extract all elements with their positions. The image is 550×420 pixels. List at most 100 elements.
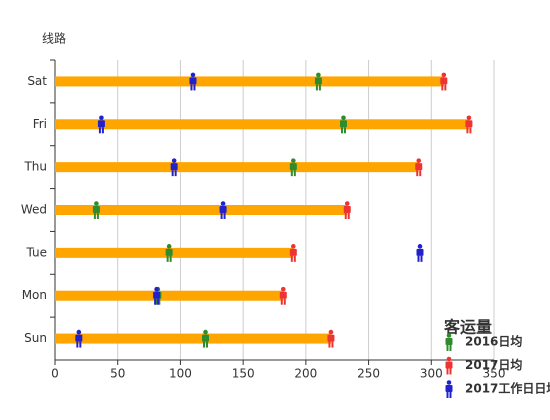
leg: [315, 84, 318, 91]
person-marker: [289, 158, 297, 177]
leg: [417, 255, 420, 262]
body: [165, 248, 173, 256]
person-marker: [75, 329, 83, 348]
head: [154, 286, 159, 292]
x-tick-label: 350: [483, 367, 506, 381]
leg: [174, 170, 177, 177]
leg: [93, 213, 96, 219]
head: [417, 244, 423, 249]
body: [202, 334, 210, 342]
body: [170, 163, 178, 171]
person-marker: [416, 244, 424, 262]
x-tick-label: 150: [232, 367, 255, 381]
head: [466, 115, 472, 121]
leg: [340, 127, 343, 134]
bar: [55, 205, 348, 215]
head: [94, 201, 99, 206]
leg: [449, 368, 452, 375]
leg: [331, 341, 334, 348]
head: [416, 158, 422, 163]
leg: [444, 84, 447, 91]
leg: [441, 84, 444, 91]
body: [289, 163, 297, 171]
leg: [76, 341, 79, 348]
leg: [96, 213, 99, 219]
leg: [155, 298, 158, 305]
x-tick-label: 100: [169, 367, 192, 381]
leg: [293, 170, 296, 177]
leg: [223, 213, 226, 219]
leg: [318, 84, 321, 91]
head: [328, 329, 334, 335]
y-tick-label: Fri: [33, 117, 47, 131]
leg: [328, 341, 331, 348]
head: [220, 201, 226, 206]
y-axis-label: 线路: [42, 31, 66, 46]
x-tick-label: 300: [420, 367, 443, 381]
leg: [283, 298, 286, 305]
leg: [420, 255, 423, 262]
person-marker: [314, 72, 322, 91]
person-marker: [97, 115, 105, 134]
person-marker: [153, 286, 161, 305]
person-marker: [170, 158, 178, 177]
head: [203, 329, 208, 335]
legend-title: 客运量: [444, 318, 492, 337]
person-marker: [289, 244, 297, 262]
y-tick-label: Sat: [27, 74, 47, 88]
leg: [79, 341, 82, 348]
leg: [466, 127, 469, 134]
head: [446, 380, 452, 385]
body: [153, 291, 161, 299]
head: [280, 286, 286, 292]
bar: [55, 247, 294, 258]
leg: [344, 213, 347, 219]
body: [289, 248, 297, 256]
y-tick-label: Mon: [22, 288, 47, 302]
person-marker: [165, 244, 173, 262]
leg: [416, 170, 419, 177]
y-tick-label: Wed: [21, 203, 47, 217]
x-tick-label: 0: [51, 367, 59, 381]
head: [344, 201, 350, 206]
y-tick-label: Sun: [24, 331, 47, 345]
body: [339, 120, 347, 128]
leg: [343, 127, 346, 134]
leg: [171, 170, 174, 177]
person-marker: [189, 72, 197, 91]
bar: [55, 76, 444, 87]
person-marker: [465, 115, 473, 134]
person-marker: [339, 115, 347, 134]
x-tick-label: 200: [294, 367, 317, 381]
leg: [157, 298, 160, 305]
head: [99, 115, 104, 121]
leg: [98, 127, 101, 134]
person-marker: [219, 201, 227, 219]
body: [279, 291, 287, 299]
bar: [55, 290, 284, 301]
head: [171, 158, 177, 163]
bar: [55, 333, 331, 344]
legend-icon: [445, 380, 453, 398]
body: [445, 361, 453, 369]
leg: [446, 345, 449, 351]
person-marker: [202, 329, 210, 348]
leg: [446, 368, 449, 375]
leg: [190, 84, 193, 91]
leg: [449, 392, 452, 398]
head: [190, 72, 196, 78]
head: [341, 115, 346, 121]
legend-label: 2017工作日日均: [465, 381, 550, 396]
y-tick-label: Tue: [26, 245, 48, 259]
person-marker: [440, 72, 448, 91]
head: [446, 333, 452, 338]
bar: [55, 119, 469, 130]
leg: [449, 345, 452, 351]
leg: [220, 213, 223, 219]
head: [291, 244, 296, 249]
leg: [169, 255, 172, 262]
head: [446, 356, 452, 362]
leg: [166, 255, 169, 262]
leg: [101, 127, 104, 134]
leg: [203, 341, 206, 348]
